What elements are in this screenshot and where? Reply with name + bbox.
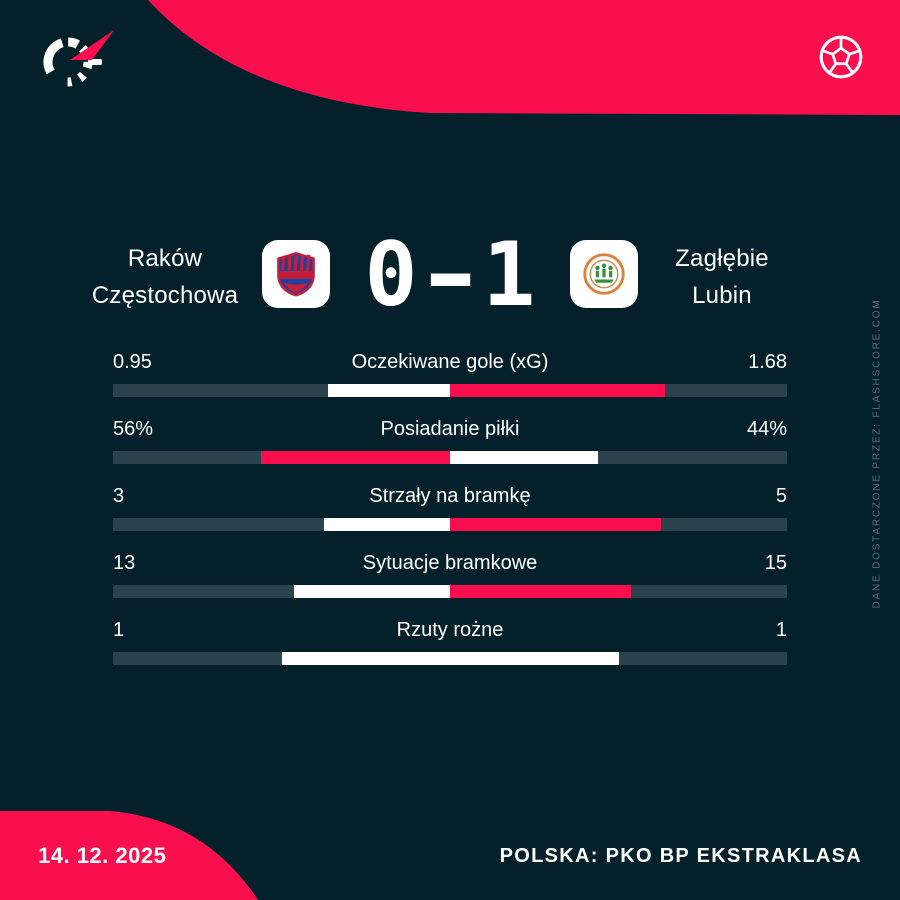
home-stat-value: 13: [113, 552, 136, 574]
away-team-crest-icon: [583, 253, 625, 295]
stat-row: 3 Strzały na bramkę 5: [113, 484, 787, 531]
match-date: 14. 12. 2025: [38, 843, 167, 868]
home-team-name-line1: Raków: [127, 245, 203, 272]
stat-row: 1 Rzuty rożne 1: [113, 618, 787, 665]
home-stat-value: 56%: [113, 418, 154, 440]
home-score: 0: [364, 222, 418, 326]
home-team-name-line2: Częstochowa: [91, 282, 239, 309]
match-score: 0 - 1: [310, 223, 590, 326]
stat-label: Oczekiwane gole (xG): [351, 351, 549, 373]
away-team-name-line1: Zagłębie: [675, 245, 769, 272]
stat-label: Rzuty rożne: [396, 619, 504, 641]
flashscore-logo-icon: [43, 30, 114, 87]
away-stat-bar-segment: [450, 518, 661, 531]
home-team-crest-icon: [277, 252, 315, 297]
home-stat-bar-segment: [281, 652, 450, 665]
away-stat-bar-segment: [450, 384, 666, 397]
home-stat-value: 0.95: [113, 351, 152, 373]
stat-bar: [113, 585, 787, 598]
away-team-name: Zagłębie Lubin: [607, 240, 837, 314]
home-stat-bar-segment: [261, 451, 450, 464]
home-stat-bar-segment: [323, 518, 450, 531]
stat-bar: [113, 451, 787, 464]
away-stat-bar-segment: [450, 451, 599, 464]
home-team-name: Raków Częstochowa: [50, 240, 280, 314]
away-stat-value: 15: [764, 552, 787, 574]
away-stat-value: 5: [775, 485, 787, 507]
home-stat-bar-segment: [293, 585, 450, 598]
stat-row: 0.95 Oczekiwane gole (xG) 1.68: [113, 350, 787, 397]
home-team-logo: [262, 240, 330, 308]
score-separator: -: [411, 222, 489, 326]
away-score: 1: [482, 222, 536, 326]
stat-bar: [113, 518, 787, 531]
away-stat-value: 1.68: [748, 351, 787, 373]
stat-row: 56% Posiadanie piłki 44%: [113, 417, 787, 464]
away-team-name-line2: Lubin: [692, 282, 752, 309]
away-stat-bar-segment: [450, 585, 631, 598]
top-accent-band: [148, 0, 900, 115]
stat-label: Posiadanie piłki: [380, 418, 520, 440]
away-stat-value: 1: [775, 619, 787, 641]
stat-bar: [113, 384, 787, 397]
stat-row: 13 Sytuacje bramkowe 15: [113, 551, 787, 598]
away-stat-bar-segment: [450, 652, 619, 665]
football-icon: [819, 35, 863, 79]
stat-label: Sytuacje bramkowe: [362, 552, 538, 574]
competition-label: POLSKA: PKO BP EKSTRAKLASA: [499, 845, 862, 867]
stats-list: 0.95 Oczekiwane gole (xG) 1.68 56% Posia…: [113, 350, 787, 685]
home-stat-value: 3: [113, 485, 125, 507]
stat-label: Strzały na bramkę: [369, 485, 531, 507]
stat-bar: [113, 652, 787, 665]
away-team-logo: [570, 240, 638, 308]
away-stat-value: 44%: [746, 418, 787, 440]
home-stat-value: 1: [113, 619, 125, 641]
data-source-watermark: DANE DOSTARCZONE PRZEZ: FLASHSCORE.COM: [871, 298, 883, 609]
home-stat-bar-segment: [328, 384, 450, 397]
